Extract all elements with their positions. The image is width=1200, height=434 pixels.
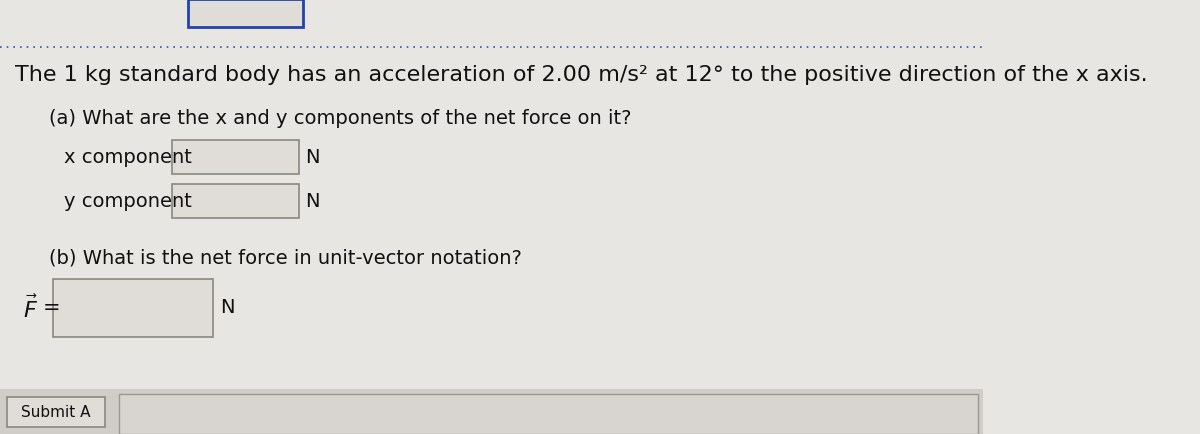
Text: N: N <box>305 148 319 167</box>
Text: Submit A: Submit A <box>20 404 90 420</box>
Text: N: N <box>305 192 319 211</box>
Text: The 1 kg standard body has an acceleration of 2.00 m/s² at 12° to the positive d: The 1 kg standard body has an accelerati… <box>14 65 1147 85</box>
Bar <box>119 394 978 434</box>
Bar <box>0 389 984 434</box>
Text: y component: y component <box>64 192 192 211</box>
Text: $\vec{F}$: $\vec{F}$ <box>23 294 38 321</box>
Bar <box>188 0 304 28</box>
Text: (b) What is the net force in unit-vector notation?: (b) What is the net force in unit-vector… <box>49 248 522 267</box>
Bar <box>172 141 299 174</box>
Text: =: = <box>43 297 60 317</box>
Bar <box>6 397 104 427</box>
Text: N: N <box>220 298 234 317</box>
Text: x component: x component <box>64 148 192 167</box>
Bar <box>172 184 299 218</box>
Bar <box>53 279 214 337</box>
Text: (a) What are the x and y components of the net force on it?: (a) What are the x and y components of t… <box>49 108 631 127</box>
